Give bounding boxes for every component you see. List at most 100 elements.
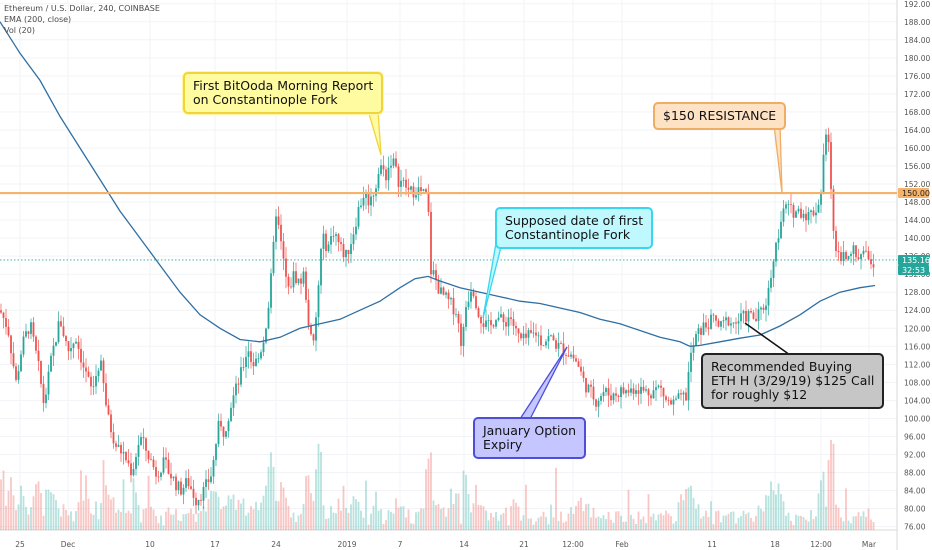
candle-body xyxy=(42,383,45,404)
candle-body xyxy=(730,323,732,326)
volume-bar xyxy=(212,491,215,530)
volume-bar xyxy=(420,508,422,530)
candle-body xyxy=(2,312,5,319)
volume-bar xyxy=(142,509,145,530)
volume-bar xyxy=(170,514,172,530)
volume-bar xyxy=(275,500,277,530)
candle-body xyxy=(755,318,757,321)
volume-bar xyxy=(462,470,465,530)
volume-bars xyxy=(0,440,875,530)
candle-body xyxy=(517,328,520,334)
time-axis[interactable]: 25 Dec 10 17 24 2019 7 14 21 12:00 Feb 11 18 12:00 Mar xyxy=(15,540,877,549)
candle-body xyxy=(112,432,115,444)
candle-body xyxy=(10,335,12,354)
price-tick-label: 108.00 xyxy=(904,378,930,387)
candle-body xyxy=(560,343,562,344)
candle-body xyxy=(547,336,550,342)
candle-body xyxy=(345,249,347,258)
bitooda-report-callout[interactable]: First BitOoda Morning Report on Constant… xyxy=(183,72,384,114)
volume-bar xyxy=(455,493,457,530)
candle-body xyxy=(310,325,312,335)
volume-bar xyxy=(710,501,712,530)
volume-bar xyxy=(742,510,745,530)
volume-bar xyxy=(357,501,360,530)
volume-bar xyxy=(85,475,87,530)
candle-body xyxy=(515,325,517,329)
volume-bar xyxy=(837,507,840,530)
constantinople-fork-callout[interactable]: Supposed date of first Constantinople Fo… xyxy=(495,207,654,249)
candle-body xyxy=(177,481,180,491)
volume-bar xyxy=(0,479,2,530)
candle-body xyxy=(545,341,547,346)
volume-bar xyxy=(460,523,462,530)
candle-body xyxy=(257,358,260,360)
candle-body xyxy=(657,385,660,388)
symbol-title: Ethereum / U.S. Dollar, 240, COINBASE xyxy=(4,4,160,13)
candle-body xyxy=(402,179,405,181)
candle-body xyxy=(600,396,602,401)
volume-bar xyxy=(435,505,437,530)
resistance-callout[interactable]: $150 RESISTANCE xyxy=(653,102,787,130)
candle-body xyxy=(742,310,745,314)
vol-legend: Vol (20) xyxy=(4,26,35,35)
volume-bar xyxy=(642,516,645,530)
volume-bar xyxy=(607,511,610,530)
candle-body xyxy=(620,387,622,398)
volume-bar xyxy=(305,476,307,530)
volume-bar xyxy=(395,498,397,530)
volume-bar xyxy=(620,515,622,530)
candle-body xyxy=(837,250,840,253)
price-candles xyxy=(0,127,875,515)
candle-body xyxy=(395,158,397,167)
candle-body xyxy=(760,307,762,310)
price-tick-label: 128.00 xyxy=(904,288,930,297)
candle-body xyxy=(17,371,20,380)
buying-recommendation-callout[interactable]: Recommended Buying ETH H (3/29/19) $125 … xyxy=(701,353,885,409)
candle-body xyxy=(80,348,82,363)
volume-bar xyxy=(555,467,557,530)
volume-bar xyxy=(665,510,667,530)
volume-bar xyxy=(845,488,847,530)
candle-body xyxy=(727,317,730,326)
candle-body xyxy=(440,287,442,294)
candle-body xyxy=(162,457,165,473)
candle-body xyxy=(562,343,565,356)
candle-body xyxy=(290,286,292,288)
candle-body xyxy=(307,299,310,326)
volume-bar xyxy=(457,493,460,530)
time-tick-label: 18 xyxy=(770,540,780,549)
volume-bar xyxy=(640,519,642,530)
candle-body xyxy=(57,321,60,343)
candle-body xyxy=(352,234,355,245)
volume-bar xyxy=(312,500,315,530)
price-tick-label: 100.00 xyxy=(904,414,930,423)
volume-bar xyxy=(445,516,447,530)
volume-bar xyxy=(537,517,540,530)
volume-bar xyxy=(595,517,597,530)
candle-body xyxy=(665,396,667,400)
candle-body xyxy=(785,204,787,209)
volume-bar xyxy=(265,485,267,530)
volume-bar xyxy=(520,520,522,530)
candle-body xyxy=(365,192,367,198)
volume-bar xyxy=(637,511,640,530)
candle-body xyxy=(227,421,230,432)
candle-body xyxy=(827,134,830,143)
volume-bar xyxy=(832,443,835,530)
candle-body xyxy=(767,287,770,306)
candle-body xyxy=(485,320,487,327)
candle-body xyxy=(212,459,215,477)
time-tick-label: 10 xyxy=(145,540,155,549)
volume-bar xyxy=(152,509,155,530)
volume-bar xyxy=(32,496,35,530)
candle-body xyxy=(495,320,497,327)
volume-bar xyxy=(255,501,257,530)
candle-body xyxy=(47,371,50,395)
candle-body xyxy=(107,405,110,415)
volume-bar xyxy=(125,512,127,530)
volume-bar xyxy=(282,487,285,530)
candle-body xyxy=(705,322,707,328)
volume-bar xyxy=(512,499,515,530)
january-expiry-callout[interactable]: January Option Expiry xyxy=(473,417,587,459)
